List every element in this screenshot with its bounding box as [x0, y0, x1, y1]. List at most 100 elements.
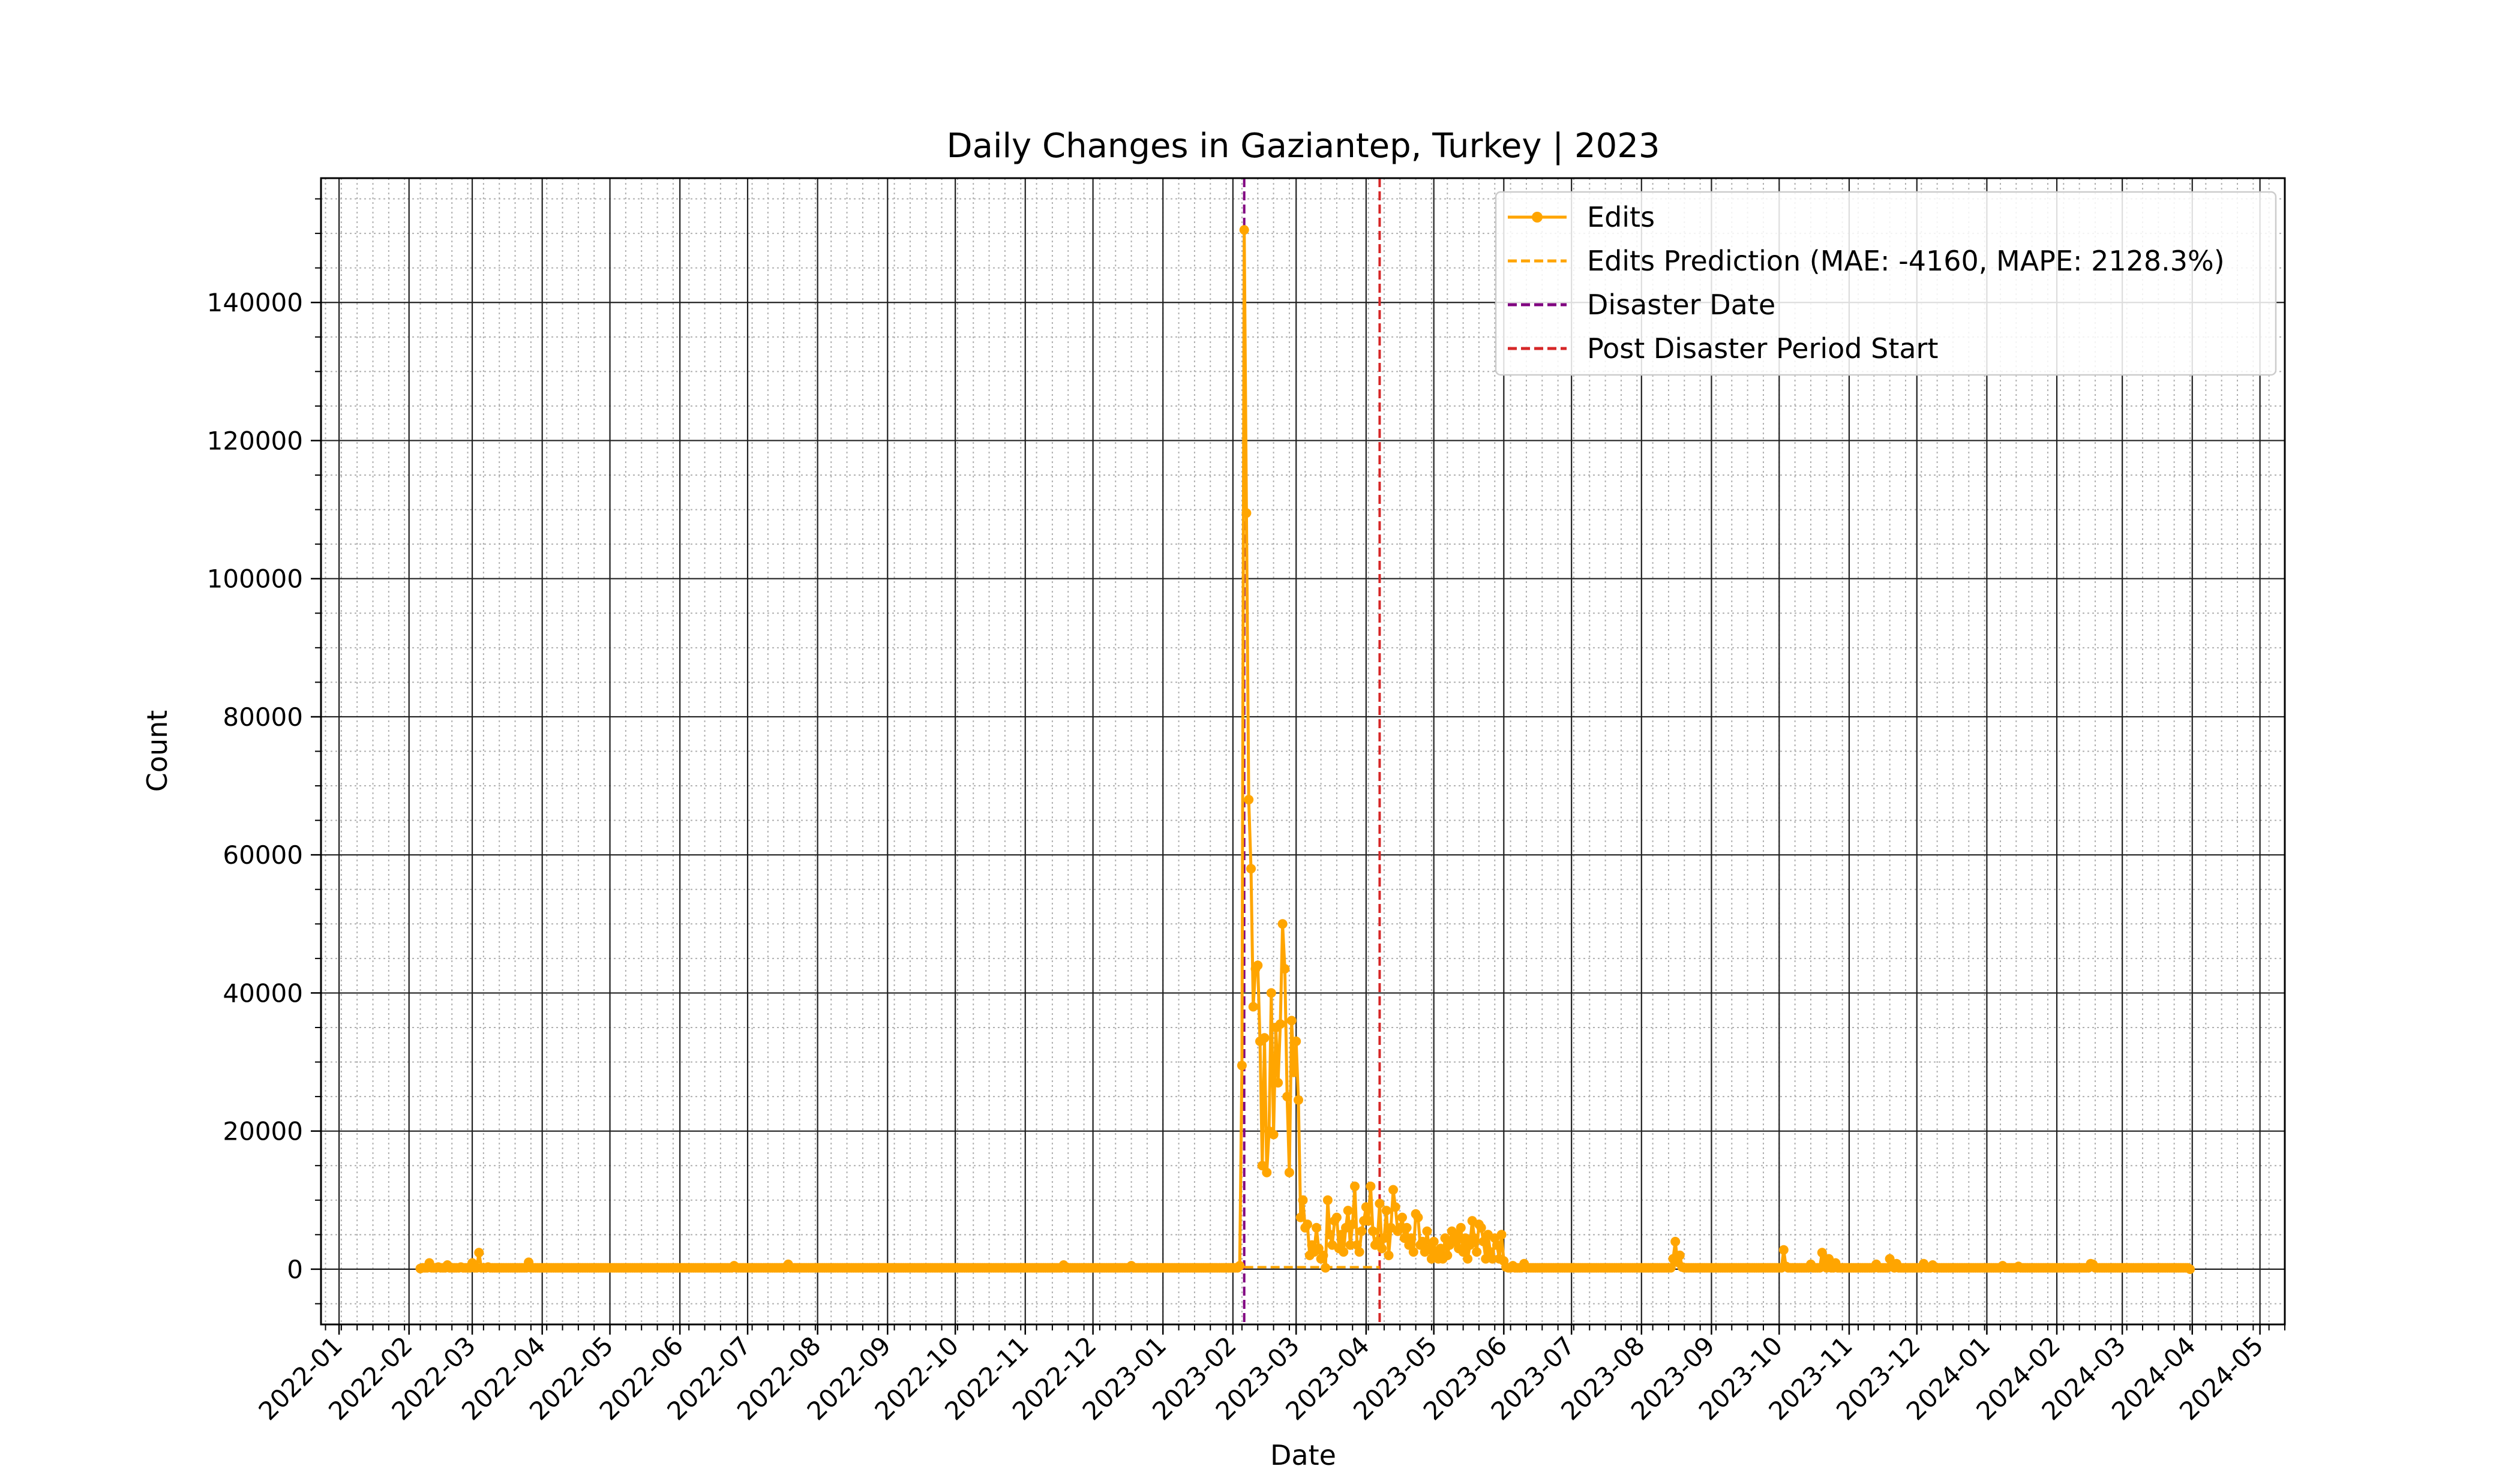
edits-point: [2185, 1264, 2195, 1274]
edits-point: [1275, 1019, 1285, 1029]
edits-point: [1379, 1233, 1389, 1243]
edits-point: [1388, 1185, 1398, 1195]
edits-point: [1463, 1254, 1473, 1264]
edits-point: [1318, 1250, 1328, 1260]
edits-point: [1312, 1222, 1322, 1233]
edits-point: [1248, 1002, 1258, 1012]
edits-point: [1303, 1219, 1312, 1230]
edits-point: [1277, 919, 1288, 929]
edits-point: [1481, 1254, 1491, 1264]
edits-point: [1363, 1216, 1373, 1226]
edits-point: [1397, 1212, 1407, 1222]
edits-point: [1496, 1230, 1507, 1240]
edits-point: [1469, 1233, 1480, 1243]
edits-point: [1284, 1167, 1294, 1177]
series-layer: [415, 225, 2195, 1274]
edits-point: [1408, 1247, 1418, 1257]
edits-point: [1350, 1181, 1360, 1191]
edits-point: [1465, 1240, 1475, 1250]
edits-point: [1322, 1195, 1333, 1205]
plot-frame: [320, 177, 2286, 1326]
edits-point: [1440, 1233, 1450, 1243]
edits-point: [1348, 1219, 1358, 1230]
edits-point: [1666, 1263, 1676, 1273]
edits-point: [1343, 1206, 1353, 1216]
edits-point: [1422, 1226, 1432, 1236]
y-axis-label: Count: [141, 710, 173, 792]
edits-point: [1268, 1129, 1279, 1140]
edits-point: [1357, 1226, 1367, 1236]
y-tick-label: 120000: [207, 426, 303, 455]
y-tick-label: 60000: [223, 840, 303, 870]
edits-point: [1345, 1240, 1355, 1250]
edits-point: [1368, 1226, 1378, 1236]
edits-point: [1375, 1198, 1385, 1209]
edits-point: [1451, 1230, 1462, 1240]
edits-point: [1325, 1230, 1335, 1240]
edits-point: [1395, 1222, 1405, 1233]
edits-point: [1235, 1261, 1245, 1271]
legend-box: [1495, 191, 2277, 376]
edits-point: [1262, 1167, 1272, 1177]
edits-point: [1280, 964, 1290, 974]
y-tick-label: 40000: [223, 978, 303, 1008]
legend-label-post-disaster-period-start: Post Disaster Period Start: [1587, 332, 1939, 365]
edits-point: [1384, 1250, 1394, 1260]
edits-point: [1472, 1247, 1482, 1257]
edits-point: [1313, 1243, 1324, 1254]
edits-point: [1436, 1243, 1445, 1254]
edits-point: [1354, 1247, 1364, 1257]
edits-point: [1291, 1037, 1301, 1046]
edits-point: [1289, 1067, 1299, 1077]
edits-point: [1390, 1202, 1400, 1212]
edits-point: [1336, 1230, 1346, 1240]
edits-point: [1361, 1202, 1371, 1212]
legend-label-disaster-date: Disaster Date: [1587, 289, 1775, 321]
y-tick-label: 20000: [223, 1117, 303, 1146]
legend: Edits Edits Prediction (MAE: -4160, MAPE:…: [1495, 191, 2277, 376]
edits-point: [1817, 1248, 1827, 1258]
edits-point: [1244, 795, 1254, 805]
edits-point: [1246, 864, 1256, 874]
edits-point: [1237, 1061, 1247, 1071]
legend-label-edits-prediction-mae-4160-mape-2128-3: Edits Prediction (MAE: -4160, MAPE: 2128…: [1587, 245, 2225, 277]
edits-point: [1417, 1236, 1427, 1246]
edits-point: [1298, 1195, 1308, 1205]
edits-point: [1675, 1250, 1685, 1260]
edits-point: [1282, 1092, 1292, 1102]
edits-point: [1241, 508, 1252, 518]
edits-point: [1406, 1233, 1417, 1243]
edits-point: [1402, 1222, 1412, 1233]
edits-point: [474, 1248, 484, 1258]
edits-point: [1286, 1016, 1297, 1026]
edits-point: [1456, 1222, 1466, 1233]
edits-point: [1295, 1212, 1306, 1222]
edits-point: [1339, 1247, 1349, 1257]
edits-point: [1492, 1240, 1502, 1250]
edits-point: [1670, 1236, 1681, 1246]
edits-point: [1239, 225, 1249, 235]
edits-point: [1399, 1233, 1409, 1243]
edits-point: [1273, 1078, 1283, 1088]
edits-point: [1476, 1222, 1486, 1233]
edits-point: [1458, 1247, 1468, 1257]
legend-label-edits: Edits: [1587, 201, 1655, 233]
chart-title: Daily Changes in Gaziantep, Turkey | 202…: [947, 127, 1660, 166]
y-tick-label: 140000: [207, 288, 303, 317]
y-tick-label: 80000: [223, 702, 303, 732]
y-tick-label: 0: [287, 1255, 303, 1284]
edits-point: [1366, 1181, 1376, 1191]
legend-marker-edits: [1532, 212, 1543, 223]
edits-point: [1478, 1236, 1489, 1246]
edits-point: [1331, 1212, 1342, 1222]
edits-point: [1257, 1161, 1267, 1171]
edits-point: [1266, 988, 1276, 998]
edits-point: [1460, 1233, 1471, 1243]
edits-point: [1253, 960, 1263, 971]
edits-point: [1381, 1206, 1391, 1216]
y-tick-label: 100000: [207, 564, 303, 594]
edits-point: [1259, 1033, 1270, 1043]
edits-point: [1294, 1095, 1303, 1105]
